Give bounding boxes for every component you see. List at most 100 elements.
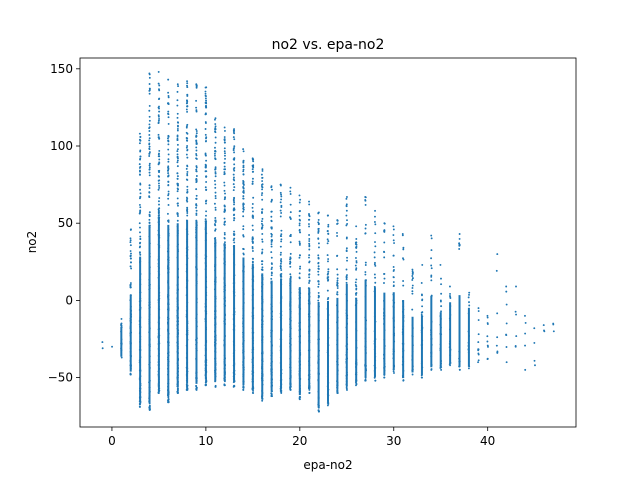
scatter-point bbox=[317, 230, 320, 233]
scatter-point bbox=[223, 189, 226, 192]
scatter-point bbox=[495, 344, 498, 347]
x-tick-label: 0 bbox=[108, 434, 116, 448]
scatter-point bbox=[317, 265, 320, 268]
scatter-point bbox=[364, 261, 367, 264]
scatter-point bbox=[421, 263, 424, 266]
scatter-point bbox=[251, 388, 254, 391]
scatter-point bbox=[223, 150, 226, 153]
scatter-point bbox=[496, 336, 499, 339]
scatter-point bbox=[233, 241, 236, 244]
scatter-point bbox=[148, 145, 151, 148]
scatter-point bbox=[289, 241, 292, 244]
scatter-point bbox=[101, 341, 104, 344]
scatter-point bbox=[223, 136, 226, 139]
scatter-point bbox=[176, 177, 179, 180]
scatter-point bbox=[373, 256, 376, 259]
scatter-point bbox=[251, 247, 254, 250]
scatter-point bbox=[345, 247, 348, 250]
scatter-point bbox=[242, 252, 245, 255]
scatter-point bbox=[383, 230, 386, 233]
scatter-point bbox=[251, 257, 254, 260]
scatter-point bbox=[148, 87, 151, 90]
scatter-point bbox=[167, 166, 169, 169]
scatter-point bbox=[505, 290, 508, 293]
scatter-point bbox=[327, 268, 330, 271]
scatter-point bbox=[411, 284, 414, 287]
scatter-point bbox=[176, 175, 179, 178]
scatter-point bbox=[177, 121, 180, 124]
scatter-point bbox=[186, 210, 189, 213]
scatter-point bbox=[289, 235, 292, 237]
scatter-point bbox=[186, 172, 189, 175]
scatter-point bbox=[411, 292, 414, 295]
scatter-point bbox=[148, 213, 151, 216]
scatter-point bbox=[204, 113, 207, 116]
scatter-point bbox=[280, 251, 282, 254]
scatter-point bbox=[167, 143, 170, 146]
scatter-point bbox=[148, 130, 151, 132]
scatter-point bbox=[242, 183, 245, 186]
scatter-point bbox=[214, 384, 217, 387]
scatter-point bbox=[411, 275, 414, 277]
scatter-point bbox=[326, 230, 329, 233]
scatter-point bbox=[129, 237, 132, 240]
scatter-point bbox=[327, 402, 330, 405]
scatter-point bbox=[364, 223, 367, 226]
scatter-point bbox=[355, 267, 358, 270]
scatter-point bbox=[307, 218, 310, 221]
scatter-point bbox=[270, 235, 273, 238]
scatter-point bbox=[515, 285, 517, 288]
scatter-point bbox=[299, 267, 301, 270]
scatter-point bbox=[317, 294, 320, 297]
scatter-point bbox=[242, 210, 245, 213]
scatter-point bbox=[138, 166, 141, 169]
scatter-point bbox=[261, 399, 264, 402]
scatter-point bbox=[158, 137, 161, 140]
scatter-point bbox=[214, 157, 217, 160]
scatter-point bbox=[261, 185, 263, 188]
scatter-point bbox=[205, 214, 207, 217]
scatter-point bbox=[280, 275, 283, 277]
scatter-point bbox=[233, 163, 236, 166]
scatter-point bbox=[430, 274, 433, 277]
scatter-point bbox=[232, 189, 235, 192]
scatter-point bbox=[195, 166, 198, 169]
scatter-point bbox=[157, 115, 160, 118]
scatter-point bbox=[440, 305, 443, 308]
scatter-point bbox=[308, 238, 311, 240]
scatter-point bbox=[299, 396, 302, 399]
scatter-point bbox=[383, 250, 385, 253]
scatter-point bbox=[223, 223, 226, 226]
scatter-point bbox=[167, 400, 170, 403]
scatter-point bbox=[411, 290, 414, 293]
scatter-point bbox=[214, 219, 217, 222]
scatter-point bbox=[129, 282, 132, 284]
scatter-point bbox=[233, 217, 236, 219]
scatter-point bbox=[449, 292, 451, 295]
scatter-point bbox=[195, 194, 198, 197]
scatter-point bbox=[486, 344, 489, 347]
scatter-point bbox=[186, 110, 189, 113]
scatter-point bbox=[224, 192, 226, 195]
scatter-point bbox=[176, 129, 179, 132]
scatter-point bbox=[260, 395, 263, 398]
scatter-point bbox=[270, 186, 273, 189]
scatter-point bbox=[533, 341, 536, 344]
scatter-point bbox=[186, 156, 189, 159]
scatter-point bbox=[298, 240, 301, 243]
scatter-point bbox=[186, 206, 189, 209]
scatter-point bbox=[224, 196, 226, 199]
scatter-point bbox=[233, 237, 236, 240]
scatter-point bbox=[308, 254, 311, 257]
scatter-point bbox=[430, 237, 433, 240]
scatter-point bbox=[260, 222, 263, 225]
scatter-point bbox=[139, 253, 142, 256]
scatter-point bbox=[195, 181, 198, 184]
scatter-point bbox=[158, 158, 161, 161]
scatter-point bbox=[129, 244, 132, 247]
scatter-point bbox=[364, 271, 367, 274]
scatter-point bbox=[186, 386, 188, 389]
scatter-point bbox=[279, 253, 282, 256]
scatter-point bbox=[139, 195, 142, 198]
scatter-point bbox=[224, 168, 227, 171]
